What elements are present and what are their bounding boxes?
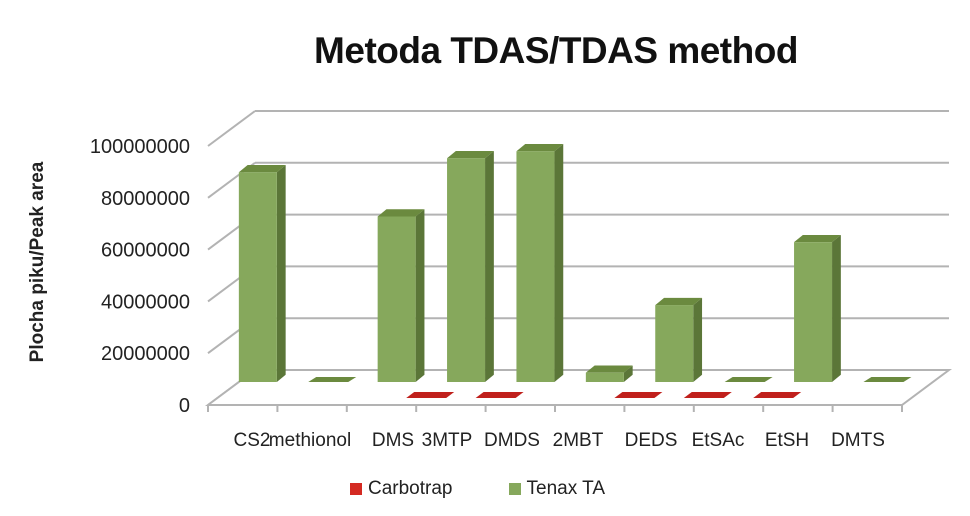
bar-tenax-front — [238, 172, 277, 382]
bar-tenax-top — [238, 165, 286, 173]
bar-tenax-side — [415, 209, 425, 382]
legend-item-tenax: Tenax TA — [508, 478, 606, 500]
bar-tenax-top — [516, 144, 564, 152]
bar-tenax-top — [794, 234, 841, 243]
bar-carbotrap-flat — [753, 392, 802, 398]
bar-carbotrap-flat — [614, 392, 663, 398]
x-category-label: EtSAc — [692, 430, 745, 451]
x-category-label: EtSH — [765, 430, 809, 451]
x-category-label: 3MTP — [422, 430, 473, 451]
x-category-label: DMTS — [831, 430, 885, 451]
x-category-label: DMDS — [484, 430, 540, 451]
x-category-label: 2MBT — [553, 430, 604, 451]
bar-carbotrap-flat — [475, 392, 524, 398]
y-tick-label: 40000000 — [101, 291, 190, 313]
bar-tenax-side — [623, 365, 633, 382]
chart-title: Metoda TDAS/TDAS method — [314, 30, 798, 71]
bar-tenax-side — [485, 151, 494, 382]
bar-tenax-side — [554, 144, 564, 382]
legend-swatch-carbotrap — [350, 483, 362, 495]
x-category-label: CS2 — [234, 430, 271, 451]
y-tick-label: 0 — [179, 395, 190, 417]
bar-tenax-top — [377, 209, 425, 217]
legend-swatch-tenax — [508, 483, 521, 495]
bar-tenax-front — [585, 372, 624, 382]
bar-tenax-front — [794, 242, 833, 382]
bar-tenax-side — [276, 165, 286, 382]
bar-tenax-front — [516, 151, 555, 382]
legend-label-tenax: Tenax TA — [526, 478, 606, 499]
y-tick-label: 20000000 — [101, 343, 190, 365]
x-category-label: DMS — [372, 430, 414, 451]
bar-tenax-flat — [724, 377, 773, 382]
bar-tenax-front — [655, 305, 694, 382]
legend: Carbotrap Tenax TA — [350, 478, 605, 500]
bar-carbotrap-flat — [683, 392, 732, 398]
bar-tenax-top — [447, 151, 494, 159]
legend-item-carbotrap: Carbotrap — [350, 478, 453, 500]
bar-tenax-top — [585, 365, 633, 373]
bar-tenax-front — [447, 158, 486, 382]
legend-label-carbotrap: Carbotrap — [368, 478, 453, 499]
spacer — [208, 111, 255, 137]
bar-tenax-front — [377, 216, 416, 382]
bar-tenax-side — [832, 234, 841, 382]
y-tick-label: 60000000 — [101, 240, 190, 262]
bar-tenax-flat — [308, 377, 357, 382]
chart-plot-area: 0 20000000 40000000 60000000 80000000 1000000… — [90, 110, 953, 451]
x-category-label: methionol — [269, 430, 351, 451]
bar-carbotrap-flat — [406, 392, 455, 398]
bar-tenax-flat — [863, 377, 912, 382]
bar-tenax-top — [655, 297, 703, 306]
gridline-side — [207, 110, 256, 147]
y-tick-label: 80000000 — [101, 188, 190, 210]
y-tick-label: 100000000 — [90, 136, 190, 158]
x-category-label: DEDS — [625, 430, 678, 451]
bar-tenax-side — [693, 297, 703, 382]
